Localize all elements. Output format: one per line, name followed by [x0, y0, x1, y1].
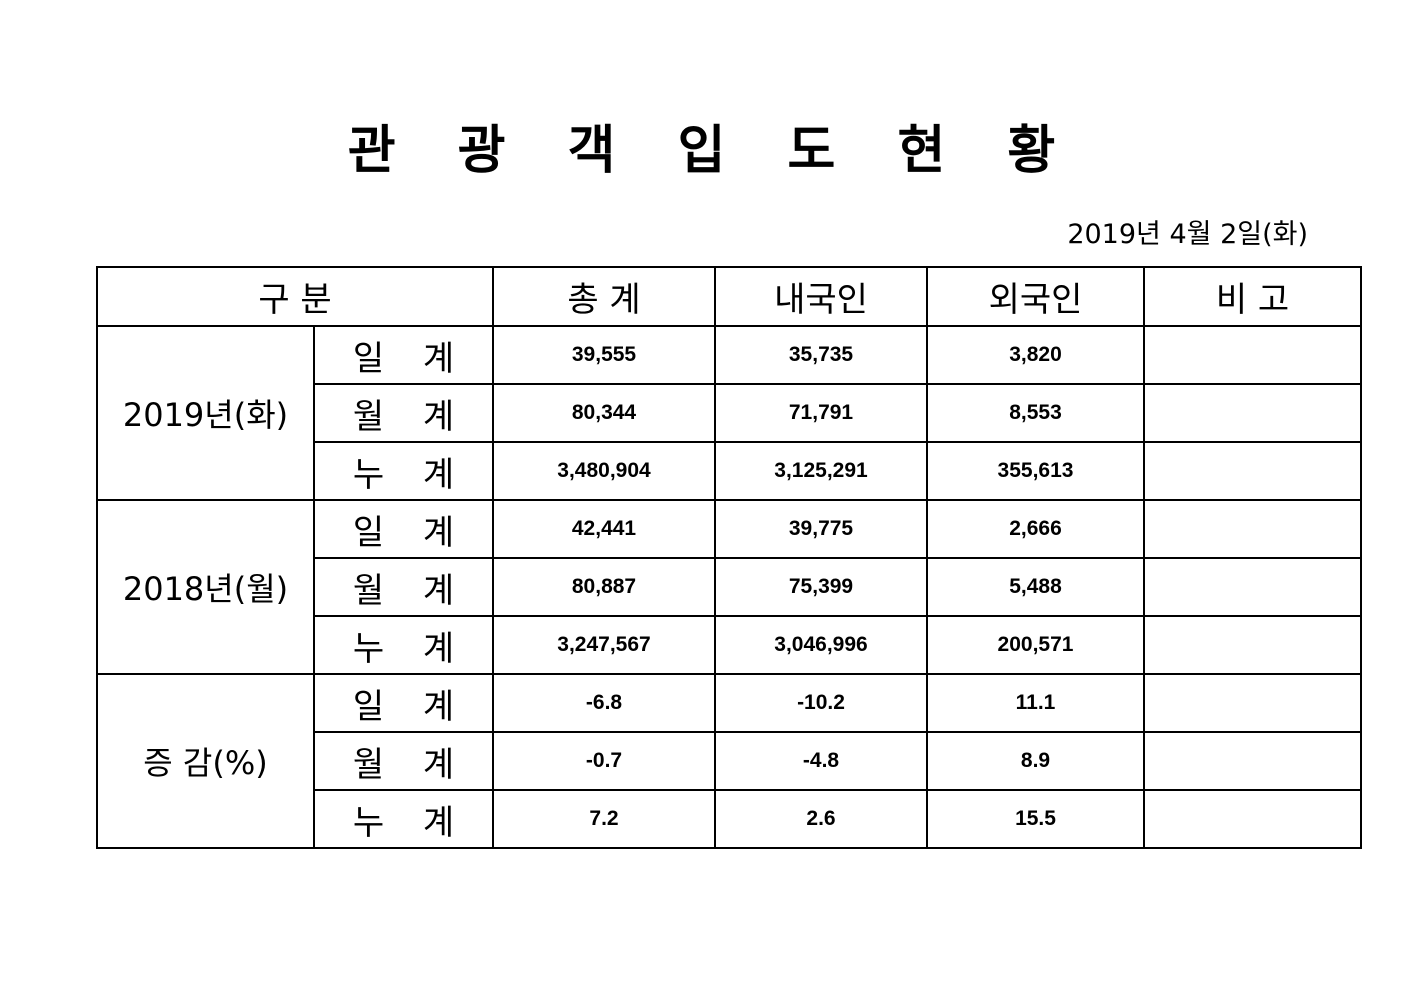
table-row: 2018년(월) 일 계 42,441 39,775 2,666	[96, 499, 1362, 675]
table-row: 월 계 -0.7 -4.8 8.9	[97, 731, 1362, 791]
table-row: 누 계 7.2 2.6 15.5	[97, 789, 1362, 849]
report-date: 2019년 4월 2일(화)	[1067, 219, 1308, 250]
cell-remarks	[1143, 441, 1362, 501]
table-row: 누 계 3,480,904 3,125,291 355,613	[97, 441, 1362, 501]
cell-domestic: 3,125,291	[714, 441, 928, 501]
cell-remarks	[1143, 789, 1362, 849]
cell-domestic: -10.2	[714, 673, 928, 733]
row-label: 월 계	[313, 557, 494, 617]
cell-remarks	[1143, 615, 1362, 675]
table-row: 월 계 80,887 75,399 5,488	[97, 557, 1362, 617]
row-label: 월 계	[313, 383, 494, 443]
cell-remarks	[1143, 731, 1362, 791]
header-total: 총 계	[492, 266, 716, 327]
cell-foreign: 3,820	[926, 325, 1145, 385]
cell-domestic: -4.8	[714, 731, 928, 791]
table-header-row: 구 분 총 계 내국인 외국인 비 고	[96, 266, 1362, 327]
cell-foreign: 355,613	[926, 441, 1145, 501]
row-label: 누 계	[313, 615, 494, 675]
cell-total: 3,480,904	[492, 441, 716, 501]
page-title: 관 광 객 입 도 현 황	[347, 121, 1078, 181]
header-remarks: 비 고	[1143, 266, 1362, 327]
cell-domestic: 39,775	[714, 499, 928, 559]
cell-domestic: 2.6	[714, 789, 928, 849]
cell-foreign: 8,553	[926, 383, 1145, 443]
cell-foreign: 2,666	[926, 499, 1145, 559]
group-label-2018: 2018년(월)	[96, 499, 315, 675]
cell-foreign: 11.1	[926, 673, 1145, 733]
cell-total: 3,247,567	[492, 615, 716, 675]
cell-domestic: 35,735	[714, 325, 928, 385]
cell-foreign: 5,488	[926, 557, 1145, 617]
cell-total: 80,344	[492, 383, 716, 443]
cell-remarks	[1143, 325, 1362, 385]
cell-remarks	[1143, 673, 1362, 733]
cell-remarks	[1143, 557, 1362, 617]
row-label: 일 계	[313, 673, 494, 733]
cell-remarks	[1143, 383, 1362, 443]
row-label: 누 계	[313, 789, 494, 849]
cell-total: -6.8	[492, 673, 716, 733]
header-domestic: 내국인	[714, 266, 928, 327]
group-label-2019: 2019년(화)	[96, 325, 315, 501]
cell-domestic: 71,791	[714, 383, 928, 443]
row-label: 누 계	[313, 441, 494, 501]
row-label: 월 계	[313, 731, 494, 791]
cell-total: 80,887	[492, 557, 716, 617]
cell-remarks	[1143, 499, 1362, 559]
cell-total: -0.7	[492, 731, 716, 791]
group-label-change: 증 감(%)	[96, 673, 315, 849]
cell-foreign: 15.5	[926, 789, 1145, 849]
cell-total: 39,555	[492, 325, 716, 385]
cell-foreign: 8.9	[926, 731, 1145, 791]
table-row: 2019년(화) 일 계 39,555 35,735 3,820	[96, 325, 1362, 501]
table-row: 누 계 3,247,567 3,046,996 200,571	[97, 615, 1362, 675]
table-row: 월 계 80,344 71,791 8,553	[97, 383, 1362, 443]
cell-foreign: 200,571	[926, 615, 1145, 675]
row-label: 일 계	[313, 325, 494, 385]
cell-domestic: 3,046,996	[714, 615, 928, 675]
header-category: 구 분	[96, 266, 494, 327]
cell-total: 7.2	[492, 789, 716, 849]
header-foreign: 외국인	[926, 266, 1145, 327]
table-row: 증 감(%) 일 계 -6.8 -10.2 11.1	[96, 673, 1362, 849]
tourist-arrivals-table: 구 분 총 계 내국인 외국인 비 고 2019년(화) 일 계 39,555 …	[96, 266, 1362, 849]
cell-domestic: 75,399	[714, 557, 928, 617]
cell-total: 42,441	[492, 499, 716, 559]
row-label: 일 계	[313, 499, 494, 559]
